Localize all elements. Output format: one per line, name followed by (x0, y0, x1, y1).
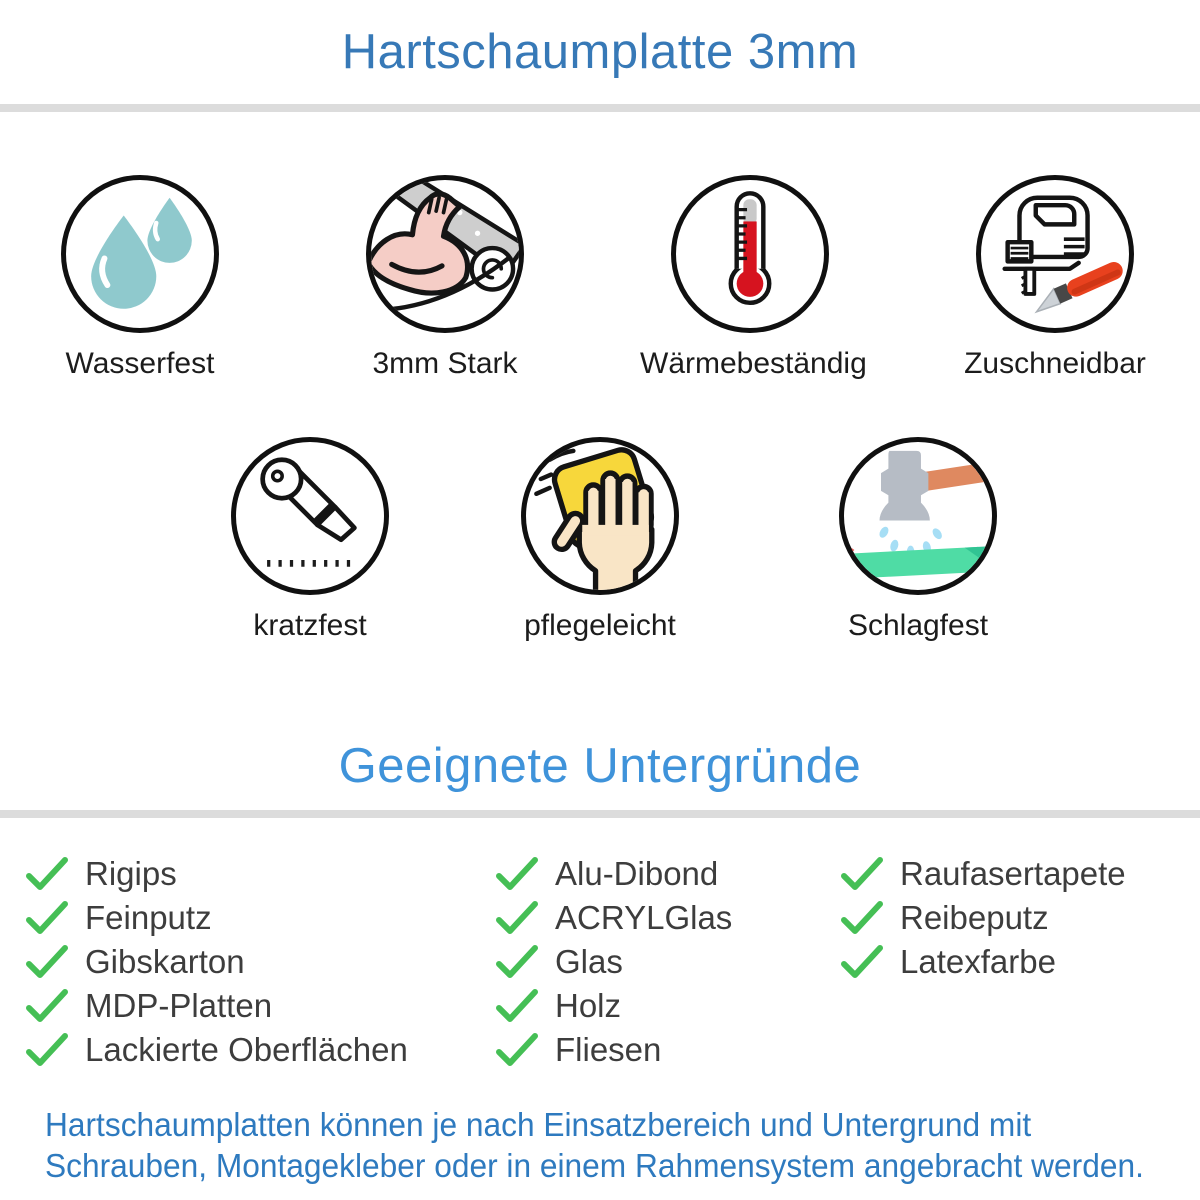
substrate-column-3: Raufasertapete Reibeputz Latexfarbe (841, 852, 1126, 984)
feature-waermebestaendig: Wärmebeständig (640, 175, 867, 381)
list-item-label: Holz (555, 987, 622, 1024)
list-item-label: Lackierte Oberflächen (85, 1031, 408, 1068)
check-icon (496, 857, 538, 890)
list-item-label: Glas (555, 943, 623, 980)
feature-circle (976, 175, 1134, 333)
substrate-column-1: Rigips Feinputz Gibskarton MDP-Platten L… (26, 852, 408, 1072)
feature-circle (671, 175, 829, 333)
list-item: Rigips (26, 852, 408, 896)
feature-label: Wasserfest (65, 347, 215, 380)
jigsaw-icon (1002, 195, 1123, 314)
check-icon (496, 901, 538, 934)
check-icon (26, 1033, 68, 1066)
feature-circle (521, 437, 679, 595)
list-item: Lackierte Oberflächen (26, 1028, 408, 1072)
list-item-label: Feinputz (85, 899, 212, 936)
utility-knife-icon (260, 457, 357, 567)
feature-label: Zuschneidbar (964, 347, 1146, 380)
cleaning-hand-icon (534, 447, 655, 590)
check-icon (841, 901, 883, 934)
substrate-column-2: Alu-Dibond ACRYLGlas Glas Holz Fliesen (496, 852, 732, 1072)
mounting-note-line2: Schrauben, Montagekleber oder in einem R… (45, 1147, 1144, 1184)
list-item-label: Gibskarton (85, 943, 245, 980)
list-item: Gibskarton (26, 940, 408, 984)
list-item: Raufasertapete (841, 852, 1126, 896)
list-item-label: Fliesen (555, 1031, 662, 1068)
list-item-label: MDP-Platten (85, 987, 273, 1024)
feature-label: Wärmebeständig (640, 347, 867, 380)
section-divider (0, 810, 1200, 818)
feature-label: pflegeleicht (524, 609, 676, 642)
check-icon (841, 857, 883, 890)
feature-3mm-stark: 3mm Stark (335, 175, 555, 381)
mounting-note-line1: Hartschaumplatten können je nach Einsatz… (45, 1106, 1032, 1143)
list-item-label: Rigips (85, 855, 177, 892)
mounting-note: Hartschaumplatten können je nach Einsatz… (45, 1104, 1144, 1186)
check-icon (26, 901, 68, 934)
feature-circle (61, 175, 219, 333)
water-drops-icon (91, 197, 192, 309)
hammer-icon (844, 450, 992, 579)
feature-zuschneidbar: Zuschneidbar (945, 175, 1165, 381)
section-title-untergruende: Geeignete Untergründe (338, 739, 862, 793)
feature-kratzfest: kratzfest (200, 437, 420, 643)
list-item: Glas (496, 940, 732, 984)
feature-circle (231, 437, 389, 595)
substrate-list: Rigips Feinputz Gibskarton MDP-Platten L… (0, 852, 1200, 1092)
feature-pflegeleicht: pflegeleicht (490, 437, 710, 643)
list-item: Latexfarbe (841, 940, 1126, 984)
check-icon (841, 945, 883, 978)
feature-schlagfest: Schlagfest (808, 437, 1028, 643)
check-icon (26, 945, 68, 978)
thermometer-icon (728, 191, 772, 306)
page-title: Hartschaumplatte 3mm (341, 25, 859, 79)
list-item: Fliesen (496, 1028, 732, 1072)
feature-circle (839, 437, 997, 595)
top-divider (0, 104, 1200, 112)
feature-circle (366, 175, 524, 333)
check-icon (26, 857, 68, 890)
list-item: Alu-Dibond (496, 852, 732, 896)
check-icon (496, 945, 538, 978)
check-icon (496, 989, 538, 1022)
feature-label: kratzfest (253, 609, 367, 642)
list-item: MDP-Platten (26, 984, 408, 1028)
list-item: Holz (496, 984, 732, 1028)
check-icon (496, 1033, 538, 1066)
feature-wasserfest: Wasserfest (30, 175, 250, 381)
muscle-arm-icon (371, 180, 519, 313)
list-item-label: Reibeputz (900, 899, 1049, 936)
feature-label: Schlagfest (847, 609, 989, 642)
check-icon (26, 989, 68, 1022)
list-item-label: Raufasertapete (900, 855, 1126, 892)
list-item-label: Latexfarbe (900, 943, 1056, 980)
list-item: Feinputz (26, 896, 408, 940)
list-item: ACRYLGlas (496, 896, 732, 940)
list-item-label: ACRYLGlas (555, 899, 733, 936)
list-item-label: Alu-Dibond (555, 855, 719, 892)
list-item: Reibeputz (841, 896, 1126, 940)
feature-label: 3mm Stark (372, 347, 518, 380)
